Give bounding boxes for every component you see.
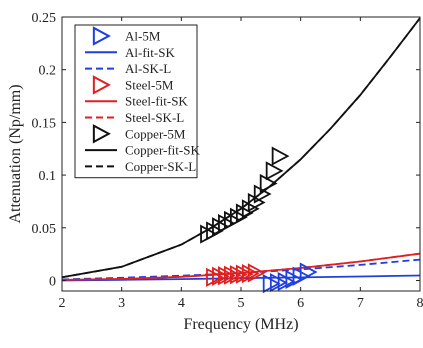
steel-5m-point bbox=[218, 266, 236, 286]
x-tick-label: 3 bbox=[118, 296, 125, 311]
x-tick-label: 4 bbox=[178, 296, 185, 311]
y-tick-label: 0.2 bbox=[39, 64, 57, 79]
y-tick-label: 0.1 bbox=[39, 169, 57, 184]
al-5m-point bbox=[299, 262, 318, 282]
copper-5m-point bbox=[259, 173, 278, 194]
legend-label-steel-5m: Steel-5M bbox=[125, 77, 174, 92]
y-tick-label: 0.05 bbox=[32, 222, 57, 237]
copper-5m-point bbox=[271, 146, 290, 166]
steel-5m-point bbox=[223, 265, 242, 285]
x-tick-label: 2 bbox=[59, 296, 66, 311]
copper-5m-point bbox=[265, 161, 284, 181]
series-markers bbox=[200, 146, 318, 294]
steel-5m-point bbox=[206, 267, 224, 287]
copper-5m-point bbox=[241, 199, 260, 219]
steel-5m-point bbox=[241, 264, 260, 284]
legend-label-al-5m: Al-5M bbox=[125, 29, 161, 44]
x-tick-label: 7 bbox=[357, 296, 364, 311]
steel-5m-point bbox=[212, 266, 230, 286]
x-tick-label: 5 bbox=[238, 296, 245, 311]
legend-label-steel-sk-l: Steel-SK-L bbox=[125, 110, 184, 125]
legend-swatch-al-5m bbox=[92, 26, 111, 46]
steel-5m-point bbox=[247, 263, 266, 283]
legend-swatch-steel-5m bbox=[92, 75, 111, 95]
legend-label-copper-sk-l: Copper-SK-L bbox=[125, 159, 196, 174]
steel-sk-l-line bbox=[61, 252, 421, 281]
legend-swatch-copper-5m bbox=[92, 124, 111, 144]
legend-label-al-sk-l: Al-SK-L bbox=[125, 61, 171, 76]
steel-5m-point bbox=[229, 265, 248, 285]
y-tick-label: 0.25 bbox=[32, 11, 57, 26]
legend-label-copper-fit-sk: Copper-fit-SK bbox=[125, 143, 200, 158]
legend-label-al-fit-sk: Al-fit-SK bbox=[125, 45, 175, 60]
steel-5m-point bbox=[235, 264, 254, 284]
x-tick-label: 8 bbox=[417, 296, 423, 311]
legend-label-copper-5m: Copper-5M bbox=[125, 126, 186, 141]
y-tick-label: 0 bbox=[49, 274, 56, 289]
x-tick-label: 6 bbox=[297, 296, 304, 311]
x-axis-title: Frequency (MHz) bbox=[183, 316, 298, 333]
y-axis-title: Attenuation (Np/mm) bbox=[7, 84, 24, 223]
legend-label-steel-fit-sk: Steel-fit-SK bbox=[125, 94, 188, 109]
axis-ticks: 2 3 4 5 6 7 8 0 0.05 0.1 0.15 0.2 0.25 bbox=[32, 11, 423, 311]
copper-5m-point bbox=[247, 192, 266, 213]
y-tick-label: 0.15 bbox=[32, 116, 57, 131]
